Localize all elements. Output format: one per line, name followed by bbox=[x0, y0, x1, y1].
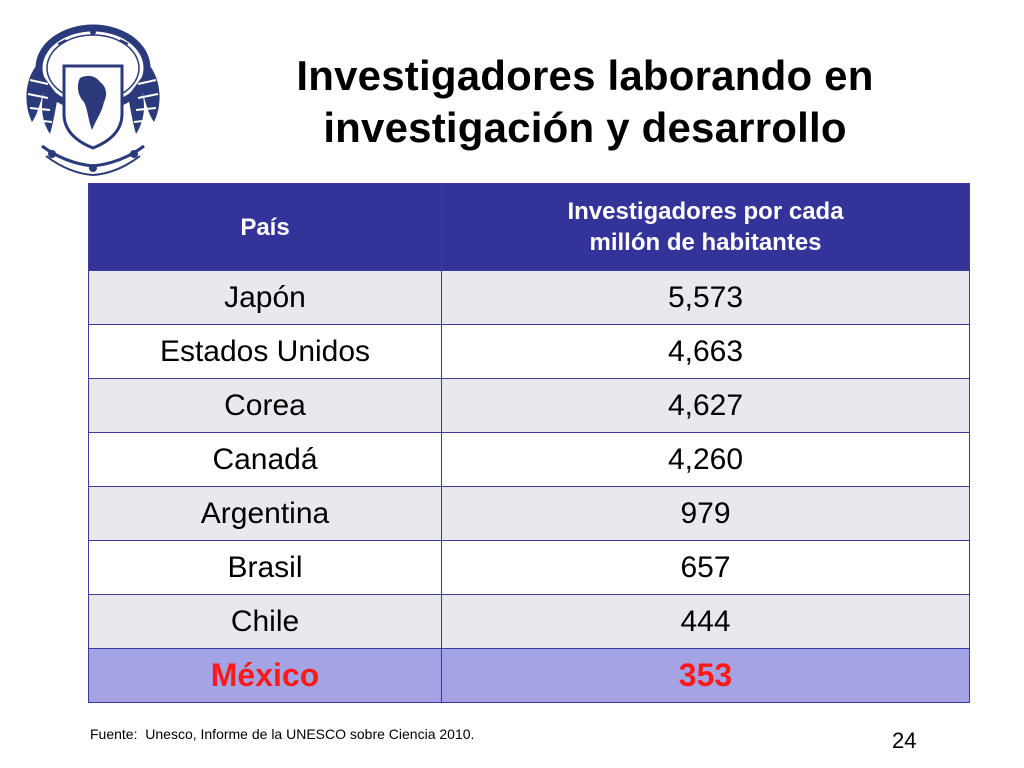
table-row: Corea 4,627 bbox=[88, 378, 970, 433]
value-cell: 4,260 bbox=[441, 432, 970, 487]
column-header-researchers: Investigadores por cada millón de habita… bbox=[441, 183, 970, 271]
table-row: Chile 444 bbox=[88, 594, 970, 649]
table-row: Canadá 4,260 bbox=[88, 432, 970, 487]
country-cell: Canadá bbox=[88, 432, 442, 487]
country-cell: Argentina bbox=[88, 486, 442, 541]
table-row: Estados Unidos 4,663 bbox=[88, 324, 970, 379]
country-cell: Brasil bbox=[88, 540, 442, 595]
page-number: 24 bbox=[892, 728, 917, 753]
value-cell: 657 bbox=[441, 540, 970, 595]
country-cell: México bbox=[88, 648, 442, 703]
table-row: Japón 5,573 bbox=[88, 270, 970, 325]
table-row: Argentina 979 bbox=[88, 486, 970, 541]
value-cell: 4,663 bbox=[441, 324, 970, 379]
unam-logo-icon bbox=[26, 24, 160, 177]
value-cell: 5,573 bbox=[441, 270, 970, 325]
slide-title: Investigadores laborando en investigació… bbox=[296, 52, 874, 151]
table-row-highlighted: México 353 bbox=[88, 648, 970, 703]
country-cell: Corea bbox=[88, 378, 442, 433]
researchers-table: País Investigadores por cada millón de h… bbox=[88, 183, 970, 703]
value-cell: 444 bbox=[441, 594, 970, 649]
country-cell: Estados Unidos bbox=[88, 324, 442, 379]
table-row: Brasil 657 bbox=[88, 540, 970, 595]
country-cell: Chile bbox=[88, 594, 442, 649]
value-cell: 979 bbox=[441, 486, 970, 541]
column-header-country: País bbox=[88, 183, 442, 271]
table-header-row: País Investigadores por cada millón de h… bbox=[88, 183, 970, 271]
source-note: Fuente: Unesco, Informe de la UNESCO sob… bbox=[90, 726, 475, 742]
value-cell: 353 bbox=[441, 648, 970, 703]
value-cell: 4,627 bbox=[441, 378, 970, 433]
country-cell: Japón bbox=[88, 270, 442, 325]
